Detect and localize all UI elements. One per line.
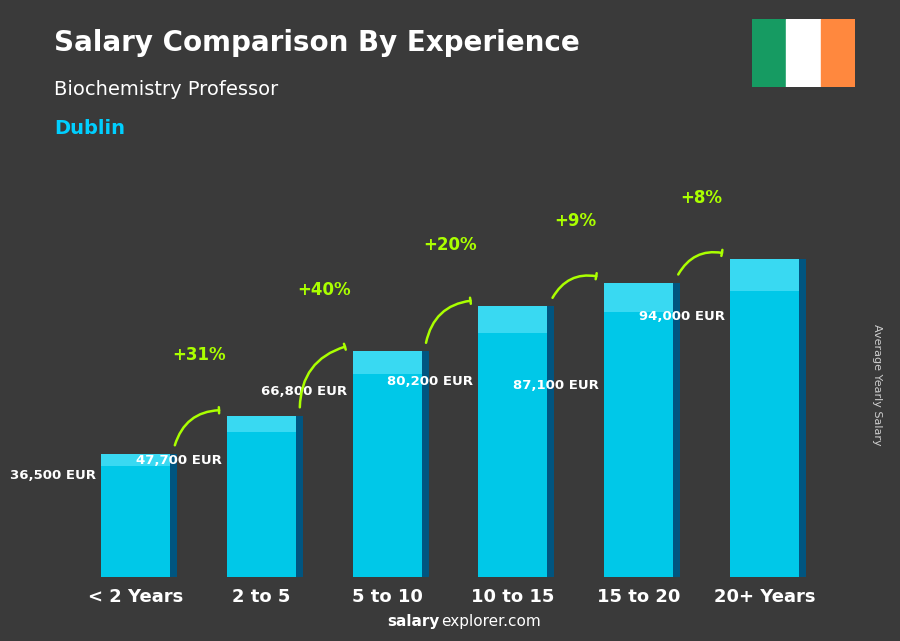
Bar: [170, 454, 177, 577]
Text: 36,500 EUR: 36,500 EUR: [10, 469, 96, 482]
Bar: [422, 351, 428, 577]
Bar: [730, 259, 799, 291]
Text: 47,700 EUR: 47,700 EUR: [136, 454, 221, 467]
Bar: [821, 19, 855, 87]
Text: Dublin: Dublin: [54, 119, 125, 138]
Text: +31%: +31%: [172, 345, 225, 363]
Text: +40%: +40%: [298, 281, 351, 299]
Bar: [786, 19, 821, 87]
Bar: [604, 283, 673, 312]
Bar: [353, 351, 422, 374]
Bar: [752, 19, 786, 87]
Text: +20%: +20%: [423, 236, 477, 254]
Text: salary: salary: [387, 615, 439, 629]
Text: 80,200 EUR: 80,200 EUR: [387, 375, 473, 388]
Bar: [478, 306, 547, 577]
Bar: [730, 259, 799, 577]
Text: Salary Comparison By Experience: Salary Comparison By Experience: [54, 29, 580, 57]
Text: 87,100 EUR: 87,100 EUR: [513, 379, 599, 392]
Bar: [604, 283, 673, 577]
Bar: [478, 306, 547, 333]
Text: +8%: +8%: [680, 189, 723, 207]
Bar: [101, 454, 170, 466]
Bar: [227, 415, 296, 432]
Bar: [547, 306, 554, 577]
Text: +9%: +9%: [554, 212, 597, 231]
Bar: [101, 454, 170, 577]
Bar: [353, 351, 422, 577]
Text: explorer.com: explorer.com: [441, 615, 541, 629]
Text: Average Yearly Salary: Average Yearly Salary: [872, 324, 883, 445]
Text: Biochemistry Professor: Biochemistry Professor: [54, 80, 278, 99]
Bar: [673, 283, 680, 577]
Bar: [799, 259, 806, 577]
Bar: [296, 415, 303, 577]
Text: 94,000 EUR: 94,000 EUR: [639, 310, 725, 323]
Bar: [227, 415, 296, 577]
Text: 66,800 EUR: 66,800 EUR: [261, 385, 347, 398]
